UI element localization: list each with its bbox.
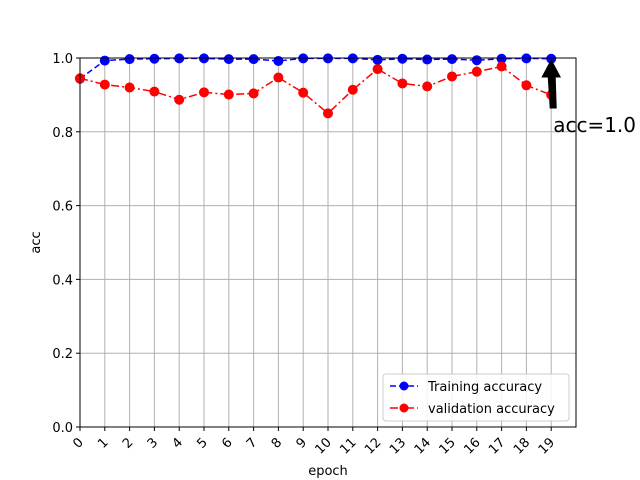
x-tick-label: 0 bbox=[70, 435, 86, 451]
x-tick-label: 16 bbox=[461, 435, 483, 457]
data-point bbox=[149, 86, 160, 97]
data-point bbox=[124, 82, 135, 93]
legend-marker bbox=[399, 403, 409, 413]
data-point bbox=[372, 64, 383, 75]
y-tick-label: 0.0 bbox=[52, 421, 73, 436]
legend-entry: validation accuracy bbox=[390, 402, 555, 417]
data-point bbox=[397, 78, 408, 89]
x-tick-label: 3 bbox=[145, 435, 161, 451]
x-tick-label: 17 bbox=[486, 435, 508, 457]
annotation: acc=1.0 bbox=[541, 58, 636, 137]
y-tick-label: 0.6 bbox=[52, 200, 73, 215]
ticks: 0 1 2 3 4 5 6 7 8 9 10 11 12 13 14 15 16 17 18 190.00.20.40… bbox=[52, 52, 558, 458]
data-point bbox=[223, 54, 234, 65]
y-tick-label: 0.8 bbox=[52, 126, 73, 141]
y-tick-label: 0.2 bbox=[52, 347, 73, 362]
legend: Training accuracy validation accuracy bbox=[382, 373, 570, 422]
legend-marker bbox=[399, 381, 409, 391]
x-axis-label: epoch bbox=[308, 464, 348, 479]
legend-box bbox=[382, 373, 570, 422]
data-point bbox=[496, 61, 507, 72]
legend-label: Training accuracy bbox=[427, 380, 542, 395]
data-point bbox=[99, 55, 110, 66]
data-point bbox=[124, 54, 135, 65]
x-tick-label: 5 bbox=[194, 435, 210, 451]
data-point bbox=[372, 54, 383, 65]
data-point bbox=[471, 66, 482, 77]
data-point bbox=[471, 55, 482, 66]
data-point bbox=[447, 71, 457, 82]
x-tick-label: 12 bbox=[362, 435, 384, 457]
data-point bbox=[521, 80, 532, 91]
data-point bbox=[149, 53, 160, 64]
annotation-arrow bbox=[541, 58, 562, 109]
data-point bbox=[397, 53, 408, 64]
data-point bbox=[223, 89, 234, 100]
data-point bbox=[422, 54, 433, 65]
data-point bbox=[298, 87, 309, 98]
x-tick-label: 10 bbox=[313, 435, 335, 457]
y-axis-label: acc bbox=[29, 231, 44, 253]
x-tick-label: 15 bbox=[437, 435, 459, 457]
y-tick-label: 0.4 bbox=[52, 273, 73, 288]
data-point bbox=[447, 54, 457, 65]
data-point bbox=[422, 81, 433, 92]
series-1 bbox=[75, 61, 557, 119]
x-tick-label: 18 bbox=[511, 435, 533, 457]
data-point bbox=[273, 55, 284, 66]
grid bbox=[79, 57, 576, 428]
x-tick-label: 13 bbox=[387, 435, 409, 457]
data-point bbox=[323, 108, 333, 119]
x-tick-label: 7 bbox=[244, 435, 260, 451]
x-tick-label: 1 bbox=[95, 435, 111, 451]
series-group bbox=[75, 53, 557, 119]
x-tick-label: 4 bbox=[170, 435, 186, 451]
x-tick-label: 9 bbox=[294, 435, 310, 451]
x-tick-label: 19 bbox=[536, 435, 558, 457]
data-point bbox=[273, 72, 284, 83]
x-tick-label: 8 bbox=[269, 435, 285, 451]
data-point bbox=[248, 88, 259, 99]
x-tick-label: 2 bbox=[120, 435, 136, 451]
legend-label: validation accuracy bbox=[428, 402, 555, 417]
data-point bbox=[99, 79, 110, 90]
legend-entry: Training accuracy bbox=[390, 380, 542, 395]
data-point bbox=[347, 84, 358, 95]
data-point bbox=[174, 94, 185, 105]
data-point bbox=[248, 54, 259, 65]
annotation-text: acc=1.0 bbox=[553, 113, 636, 137]
y-tick-label: 1.0 bbox=[52, 52, 73, 67]
x-tick-label: 11 bbox=[337, 435, 359, 457]
x-tick-label: 6 bbox=[219, 435, 235, 451]
data-point bbox=[199, 87, 209, 98]
x-tick-label: 14 bbox=[412, 435, 434, 457]
